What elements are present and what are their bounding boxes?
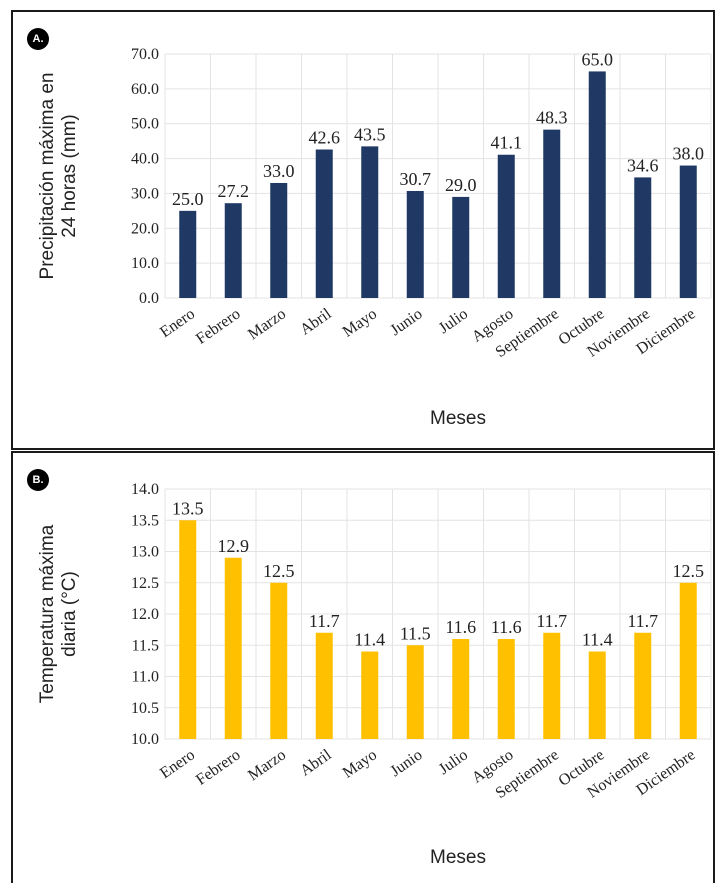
x-tick-label: Junio bbox=[387, 305, 425, 339]
y-tick-label: 50.0 bbox=[131, 116, 159, 133]
data-label: 11.7 bbox=[627, 611, 658, 631]
bar bbox=[315, 149, 333, 298]
bar bbox=[588, 651, 606, 739]
data-label: 48.3 bbox=[536, 108, 568, 128]
bar bbox=[543, 632, 561, 739]
temperature-chart: 10.0 10.5 11.0 11.5 12.0 12.5 13.0 13.5 14.0 13.5… bbox=[37, 481, 712, 868]
data-label: 33.0 bbox=[263, 161, 295, 181]
bar bbox=[315, 632, 333, 739]
y-tick-label: 30.0 bbox=[131, 185, 159, 202]
x-tick-label: Febrero bbox=[193, 746, 244, 788]
data-label: 12.9 bbox=[218, 536, 250, 556]
chart-panel-b: B. 10.0 10.5 11.0 11.5 12.0 12.5 13.0 13.5 14.0 1… bbox=[11, 451, 715, 883]
y-tick-label: 13.0 bbox=[131, 544, 159, 561]
data-label: 11.7 bbox=[536, 611, 567, 631]
y-tick-label: 0.0 bbox=[139, 290, 159, 307]
data-label: 11.5 bbox=[400, 623, 431, 643]
panel-label-badge: B. bbox=[27, 469, 49, 491]
data-label: 12.5 bbox=[263, 561, 295, 581]
bar bbox=[179, 210, 197, 298]
data-label: 25.0 bbox=[172, 189, 204, 209]
y-tick-label: 12.5 bbox=[131, 575, 159, 592]
x-tick-label: Marzo bbox=[245, 305, 289, 343]
data-label: 65.0 bbox=[582, 49, 614, 69]
bar bbox=[452, 639, 470, 739]
data-label: 11.4 bbox=[582, 630, 613, 650]
data-label: 11.4 bbox=[354, 630, 385, 650]
bar bbox=[361, 146, 379, 298]
x-tick-label: Abril bbox=[297, 746, 335, 780]
y-tick-label: 11.5 bbox=[132, 637, 159, 654]
x-tick-label: Mayo bbox=[340, 305, 380, 340]
bar bbox=[497, 154, 515, 298]
bar bbox=[634, 632, 652, 739]
y-tick-label: 40.0 bbox=[131, 151, 159, 168]
x-tick-label: Julio bbox=[436, 305, 471, 337]
y-tick-label: 12.0 bbox=[131, 606, 159, 623]
bar bbox=[679, 582, 697, 739]
y-tick-label: 60.0 bbox=[131, 81, 159, 98]
bar bbox=[588, 71, 606, 298]
bar bbox=[224, 203, 242, 298]
x-tick-label: Mayo bbox=[340, 746, 380, 781]
data-label: 13.5 bbox=[172, 498, 204, 518]
x-axis-title: Meses bbox=[430, 847, 486, 868]
x-tick-label: Enero bbox=[157, 746, 198, 782]
y-tick-label: 10.0 bbox=[131, 255, 159, 272]
bar bbox=[270, 582, 288, 739]
data-label: 27.2 bbox=[218, 181, 250, 201]
precipitation-chart: 0.0 10.0 20.0 30.0 40.0 50.0 60.0 70.0 25.0 Enero… bbox=[37, 46, 712, 429]
y-tick-label: 70.0 bbox=[131, 46, 159, 63]
y-tick-label: 20.0 bbox=[131, 220, 159, 237]
x-tick-label: Enero bbox=[157, 305, 198, 341]
bar bbox=[224, 557, 242, 739]
panel-label-badge: A. bbox=[27, 28, 49, 50]
bar bbox=[406, 645, 424, 739]
x-tick-label: Abril bbox=[297, 305, 335, 339]
bar bbox=[497, 639, 515, 739]
y-axis-title: diaria (°C) bbox=[59, 571, 80, 657]
bar bbox=[270, 182, 288, 298]
data-label: 11.6 bbox=[445, 617, 476, 637]
data-label: 42.6 bbox=[309, 128, 341, 148]
y-tick-label: 11.0 bbox=[132, 669, 159, 686]
data-label: 38.0 bbox=[673, 144, 705, 164]
y-tick-label: 10.0 bbox=[131, 731, 159, 748]
bar bbox=[179, 520, 197, 739]
data-label: 11.7 bbox=[309, 611, 340, 631]
y-axis-title: Temperatura máxima bbox=[37, 524, 58, 703]
y-tick-label: 14.0 bbox=[131, 481, 159, 498]
bar bbox=[634, 177, 652, 298]
y-tick-label: 10.5 bbox=[131, 700, 159, 717]
data-label: 41.1 bbox=[491, 133, 523, 153]
bar bbox=[543, 129, 561, 298]
x-tick-label: Febrero bbox=[193, 305, 244, 347]
chart-panel-a: A. 0.0 10.0 20.0 30.0 40.0 50.0 60.0 70.0 25.0 En… bbox=[11, 10, 715, 450]
bar bbox=[361, 651, 379, 739]
bar bbox=[406, 190, 424, 298]
data-label: 11.6 bbox=[491, 617, 522, 637]
x-tick-label: Junio bbox=[387, 746, 425, 780]
y-tick-label: 13.5 bbox=[131, 512, 159, 529]
y-axis-title: 24 horas (mm) bbox=[59, 114, 80, 238]
bar bbox=[452, 196, 470, 298]
data-label: 12.5 bbox=[673, 561, 705, 581]
x-axis-title: Meses bbox=[430, 408, 486, 429]
y-axis-title: Precipitación máxima en bbox=[37, 73, 58, 280]
bar bbox=[679, 165, 697, 298]
x-tick-label: Marzo bbox=[245, 746, 289, 784]
x-tick-label: Julio bbox=[436, 746, 471, 778]
data-label: 34.6 bbox=[627, 155, 659, 175]
data-label: 30.7 bbox=[400, 169, 432, 189]
data-label: 43.5 bbox=[354, 124, 386, 144]
data-label: 29.0 bbox=[445, 175, 477, 195]
